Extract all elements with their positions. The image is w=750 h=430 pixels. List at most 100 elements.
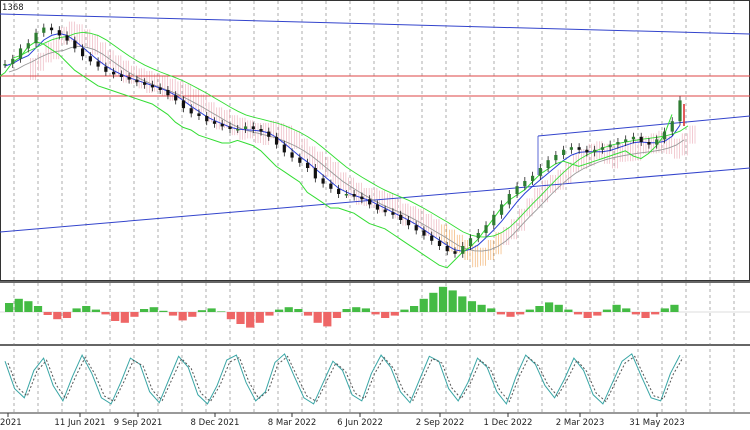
candle-body xyxy=(65,35,69,41)
histogram-bar xyxy=(14,298,23,312)
candle-body xyxy=(18,48,23,59)
histogram-bar xyxy=(207,308,216,312)
candle-body xyxy=(554,155,558,161)
candle-body xyxy=(437,240,442,246)
x-tick-label: 2 Sep 2022 xyxy=(416,418,464,428)
candle-body xyxy=(282,144,286,153)
candle-body xyxy=(26,43,30,49)
histogram-bar xyxy=(5,303,14,312)
candle-body xyxy=(515,186,519,194)
candle-body xyxy=(344,194,348,196)
x-tick-label: 1 Dec 2022 xyxy=(484,418,533,428)
histogram-bar xyxy=(371,312,380,315)
candle-body xyxy=(608,144,612,148)
histogram-bar xyxy=(82,306,91,312)
lagging-line xyxy=(0,41,673,269)
candle-body xyxy=(383,209,387,213)
candle-body xyxy=(639,136,643,142)
candle-body xyxy=(259,129,263,132)
candle-body xyxy=(631,136,636,140)
candle-body xyxy=(375,204,380,210)
histogram-bar xyxy=(429,292,438,312)
candle-body xyxy=(391,212,395,215)
candle-body xyxy=(624,139,628,142)
histogram-bar xyxy=(236,312,245,324)
histogram-bar xyxy=(467,301,477,312)
x-tick-label: 8 Mar 2022 xyxy=(268,418,316,428)
histogram-bar xyxy=(246,312,255,328)
candle-body xyxy=(166,90,170,96)
candle-body xyxy=(360,196,364,200)
histogram-bar xyxy=(265,312,274,316)
histogram-bar xyxy=(178,312,187,321)
histogram-bar xyxy=(323,312,332,327)
histogram-bar xyxy=(410,306,419,312)
histogram-bar xyxy=(641,312,650,318)
candle-body xyxy=(647,142,651,145)
histogram-bar xyxy=(149,307,158,312)
candle-body xyxy=(127,77,131,80)
cloud-layer xyxy=(30,21,696,268)
candle-body xyxy=(546,160,550,168)
candle-body xyxy=(670,121,674,132)
histogram-bar xyxy=(62,312,72,318)
x-tick-label: 11 Jun 2021 xyxy=(54,418,105,428)
candle-body xyxy=(577,147,581,150)
histogram-bar xyxy=(255,312,264,323)
x-tick-label: 2 Mar 2023 xyxy=(556,418,604,428)
histogram-bar xyxy=(660,308,669,312)
candle-body xyxy=(174,95,178,101)
histogram-bar xyxy=(573,312,583,315)
histogram-bar xyxy=(583,312,592,318)
histogram-bar xyxy=(101,312,110,315)
histogram-bar xyxy=(670,304,679,312)
candle-body xyxy=(523,181,527,187)
candle-body xyxy=(507,194,511,205)
candle-body xyxy=(616,142,620,145)
candle-body xyxy=(3,64,7,66)
histogram-bar xyxy=(313,312,322,323)
overlay-lines xyxy=(0,13,750,269)
histogram-bar xyxy=(275,309,284,312)
histogram-bar xyxy=(24,301,33,312)
histogram-bar xyxy=(284,307,293,312)
candle-body xyxy=(368,199,372,205)
x-tick-label: 8 Dec 2021 xyxy=(191,418,240,428)
candle-body xyxy=(305,162,310,168)
histogram-bar xyxy=(545,302,554,312)
lagging-line xyxy=(12,31,689,238)
candle-body xyxy=(562,149,566,155)
candle-body xyxy=(321,178,325,184)
candle-body xyxy=(205,116,209,122)
candle-body xyxy=(80,48,85,57)
histogram-bar xyxy=(91,309,100,312)
candle-body xyxy=(461,246,465,254)
trend-line xyxy=(0,13,750,35)
histogram-bar xyxy=(400,309,409,312)
candle-body xyxy=(600,147,605,150)
candle-body xyxy=(143,82,147,85)
histogram-bar xyxy=(506,312,515,317)
histogram-bar xyxy=(53,312,62,320)
histogram-bar xyxy=(217,311,226,312)
histogram-bar xyxy=(352,307,361,312)
candle-body xyxy=(267,131,271,137)
trend-line xyxy=(537,115,750,137)
histogram-bar xyxy=(535,306,544,312)
moving-average-line xyxy=(8,45,685,252)
histogram-bar xyxy=(120,312,129,323)
histogram-bar xyxy=(72,308,81,312)
candle-body xyxy=(228,126,232,129)
oscillator-signal-line xyxy=(7,355,684,403)
candle-body xyxy=(337,188,341,194)
candle-body xyxy=(212,121,217,124)
histogram-bar xyxy=(361,308,370,312)
candle-body xyxy=(104,66,108,72)
candle-body xyxy=(119,74,123,77)
histogram-bar xyxy=(477,304,486,312)
histogram-bar xyxy=(111,312,120,321)
candle-body xyxy=(484,225,488,233)
candle-body xyxy=(352,194,356,197)
